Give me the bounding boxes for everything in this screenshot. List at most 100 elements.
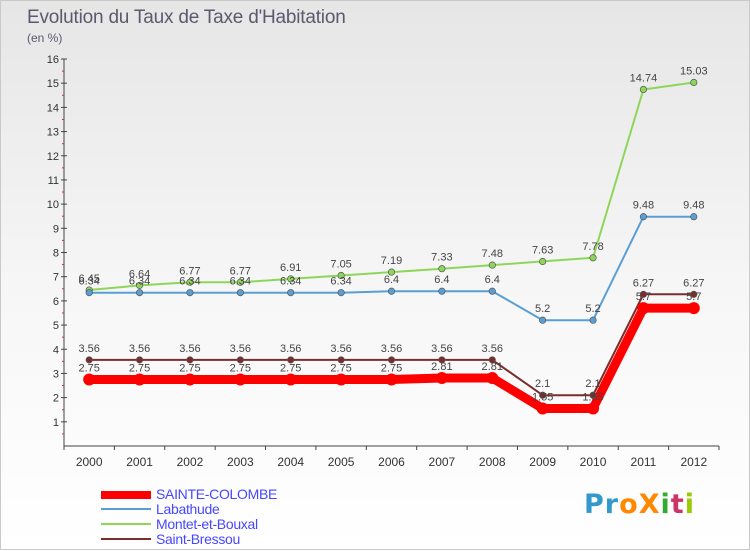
data-label: 6.34 [179,276,200,288]
data-label: 3.56 [179,343,200,355]
legend-swatch [101,491,151,499]
y-tick-label: 14 [47,102,59,114]
data-point [639,213,647,221]
data-point [589,254,597,262]
x-tick-label: 2011 [631,455,657,469]
data-point [287,356,295,364]
data-label: 9.48 [633,200,654,212]
data-label: 6.77 [230,265,251,277]
legend-swatch [101,538,151,540]
data-label: 2.75 [179,362,200,374]
data-point [690,213,698,221]
x-tick-label: 2012 [680,455,707,469]
legend-label: Montet-et-Bouxal [156,516,258,532]
data-labels: 2.75 2.75 2.75 2.75 2.75 2.75 2.75 2.81 2.81 1.55… [78,65,707,403]
data-point [284,373,297,386]
data-label: 14.74 [630,72,658,84]
data-point [335,373,348,386]
data-point [486,372,499,385]
data-label: 3.56 [381,343,402,355]
data-label: 6.91 [280,262,301,274]
data-label: 5.2 [535,303,550,315]
x-tick-label: 2008 [479,455,506,469]
data-point [186,356,194,364]
data-point [287,289,295,297]
x-tick-label: 2009 [529,455,556,469]
data-point [589,391,597,399]
data-point [387,287,396,295]
y-tick-label: 12 [47,151,59,163]
data-label: 7.05 [330,258,351,270]
data-label: 6.4 [384,274,399,286]
data-label: 2.1 [535,378,550,390]
y-tick-label: 8 [53,248,59,260]
data-label: 7.33 [431,252,452,264]
data-label: 6.64 [129,268,150,280]
legend-swatch [101,508,151,510]
x-tick-label: 2007 [429,455,456,469]
data-label: 2.81 [482,361,503,373]
logo-letter: r [604,489,620,520]
data-point [589,316,597,324]
logo-letter: i [684,489,695,520]
data-label: 7.48 [482,248,503,260]
data-point [337,289,345,297]
data-point [136,356,144,364]
proxiti-logo: ProXiti [584,489,695,520]
data-label: 6.34 [230,276,251,288]
y-tick-label: 10 [47,199,59,211]
data-point [639,85,647,94]
data-point [539,391,547,399]
data-point [234,373,247,386]
data-label: 1.55 [582,392,603,404]
data-label: 9.48 [683,200,704,212]
data-label: 6.77 [179,265,200,277]
data-point [438,356,446,364]
data-point [438,265,446,273]
data-point [186,278,194,286]
y-tick-label: 11 [48,175,59,187]
logo-letter: o [619,489,639,520]
y-tick-label: 6 [53,296,59,308]
data-label: 3.56 [431,343,452,355]
x-tick-label: 2002 [177,455,204,469]
legend-label: Labathude [156,501,220,517]
data-label: 5.7 [686,291,701,303]
data-point [587,402,600,415]
data-label: 6.4 [485,274,500,286]
data-label: 2.75 [78,362,99,374]
legend-swatch [101,523,151,525]
data-label: 3.56 [230,343,251,355]
data-label: 3.56 [330,343,351,355]
data-label: 6.34 [330,276,351,288]
x-tick-label: 2003 [227,455,254,469]
y-tick-label: 3 [53,368,59,380]
data-point [287,275,295,283]
data-label: 7.19 [381,255,402,267]
y-tick-label: 9 [53,223,59,235]
x-tick-label: 2000 [76,455,103,469]
x-tick-label: 2001 [126,455,153,469]
data-point [536,402,549,415]
data-label: 6.45 [78,273,99,285]
data-point [183,373,196,386]
y-tick-label: 4 [53,344,59,356]
data-point [136,281,144,289]
data-point [133,373,146,386]
data-point [83,373,96,386]
data-label: 5.2 [585,303,600,315]
data-label: 3.56 [280,343,301,355]
logo-letter: P [584,489,605,520]
data-point [85,289,93,297]
data-point [85,356,93,364]
chart-subtitle: (en %) [27,31,63,45]
data-point [236,289,244,297]
y-tick-label: 16 [47,54,59,66]
legend-label: Saint-Bressou [156,531,241,547]
data-label: 1.55 [532,392,553,404]
data-label: 2.81 [431,361,452,373]
data-label: 2.75 [280,362,301,374]
data-point [488,287,496,295]
data-point [639,290,647,298]
